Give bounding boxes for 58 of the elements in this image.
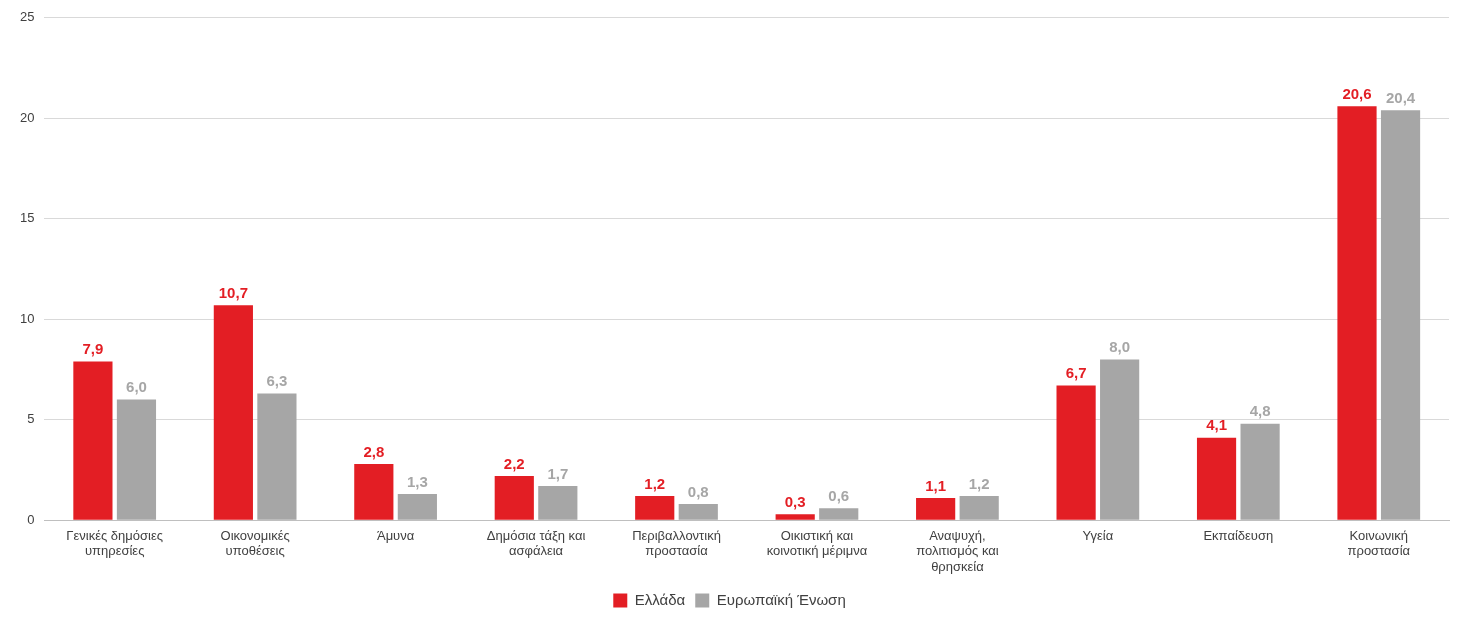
data-label: 8,0	[1109, 338, 1131, 356]
data-label: 1,3	[406, 472, 428, 490]
data-label: 6,3	[266, 372, 288, 390]
y-tick-label: 0	[27, 511, 35, 527]
bar	[635, 496, 675, 520]
legend-label: Ευρωπαϊκή Ένωση	[716, 590, 846, 608]
data-label: 2,2	[503, 454, 525, 472]
data-label: 1,2	[968, 474, 990, 492]
data-label: 1,7	[547, 464, 569, 482]
x-tick-label: Δημόσια τάξη και ασφάλεια	[486, 527, 586, 559]
bar	[819, 508, 859, 520]
bar	[678, 504, 718, 520]
bar	[916, 498, 956, 520]
y-tick-label: 5	[27, 411, 35, 427]
x-tick-label: Εκπαίδευση	[1203, 527, 1274, 543]
data-label: 7,9	[82, 340, 104, 358]
x-tick-label: Υγεία	[1082, 527, 1114, 543]
x-tick-label: Οικιστική και κοινοτική μέριμνα	[766, 527, 868, 559]
data-label: 1,2	[644, 474, 666, 492]
y-tick-label: 10	[19, 310, 35, 326]
data-label: 2,8	[363, 442, 385, 460]
data-label: 20,4	[1385, 88, 1416, 106]
data-label: 4,8	[1249, 402, 1271, 420]
bar	[1240, 423, 1280, 520]
bar	[538, 486, 578, 520]
bar	[1056, 385, 1096, 520]
y-tick-label: 25	[19, 9, 35, 25]
bar	[1196, 437, 1237, 520]
bar	[73, 361, 113, 520]
bar	[1337, 106, 1377, 520]
x-tick-label: Οικονομικές υποθέσεις	[220, 527, 290, 559]
bar	[257, 393, 297, 520]
bar	[1100, 359, 1140, 520]
x-tick-label: Γενικές δημόσιες υπηρεσίες	[66, 527, 164, 559]
legend-label: Ελλάδα	[634, 590, 686, 608]
bar	[116, 399, 157, 520]
y-tick-label: 15	[19, 210, 35, 226]
data-label: 1,1	[925, 476, 947, 494]
data-label: 4,1	[1206, 416, 1227, 434]
data-label: 10,7	[218, 283, 248, 301]
bar	[213, 305, 253, 520]
data-label: 0,8	[687, 482, 709, 500]
x-tick-label: Άμυνα	[376, 527, 415, 543]
data-label: 0,6	[828, 486, 850, 504]
bar	[397, 494, 437, 520]
x-tick-label: Κοινωνική προστασία	[1347, 527, 1411, 559]
data-label: 6,7	[1065, 364, 1087, 382]
bar	[494, 475, 534, 520]
data-label: 20,6	[1342, 84, 1372, 102]
bar	[1380, 110, 1421, 520]
data-label: 6,0	[126, 378, 147, 396]
x-tick-label: Περιβαλλοντική προστασία	[632, 527, 721, 559]
data-label: 0,3	[784, 492, 806, 510]
bar	[354, 463, 394, 520]
bar	[959, 496, 999, 520]
bar	[775, 514, 815, 520]
x-tick-label: Αναψυχή, πολιτισμός και θρησκεία	[916, 527, 999, 574]
y-tick-label: 20	[19, 109, 35, 125]
